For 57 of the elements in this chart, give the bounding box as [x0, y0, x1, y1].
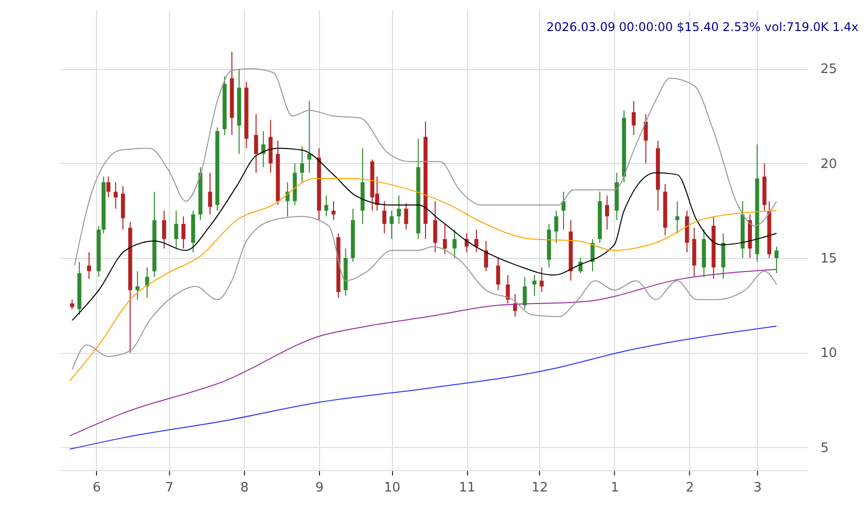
candlestick: [382, 200, 386, 234]
candlestick: [562, 191, 566, 230]
candlestick: [390, 210, 394, 240]
candlestick: [474, 229, 478, 253]
candlestick: [332, 200, 336, 221]
candlestick: [605, 195, 610, 230]
candlestick: [174, 210, 178, 250]
candlestick: [452, 229, 457, 258]
candlestick: [106, 176, 110, 198]
y-tick-label: 15: [820, 251, 838, 266]
candlestick: [632, 100, 636, 136]
candlestick: [135, 270, 140, 300]
candlestick: [484, 240, 488, 272]
line-series: [74, 68, 778, 266]
candlestick: [644, 114, 648, 164]
candlestick: [532, 274, 536, 296]
candlestick: [396, 195, 401, 224]
candlestick: [506, 274, 510, 304]
x-tick-label: 10: [384, 480, 400, 496]
candlestick: [307, 100, 312, 174]
line-series: [69, 268, 778, 436]
x-tick-label: 11: [458, 480, 476, 496]
candlestick: [181, 216, 186, 250]
candlestick: [774, 246, 779, 274]
candlestick: [675, 200, 680, 234]
x-tick-label: 1: [610, 480, 619, 496]
x-tick-label: 7: [165, 480, 174, 496]
line-series: [72, 216, 778, 370]
text: 2026.03.09 00:00:00 $15.40 2.53% vol:719.0K 1.4x: [546, 20, 859, 34]
line-series: [72, 148, 778, 321]
y-tick-label: 10: [820, 346, 838, 362]
x-tick-label: 12: [532, 480, 548, 496]
candlestick: [70, 299, 74, 310]
candlestick: [496, 257, 500, 291]
line-series: [69, 326, 778, 450]
candlestick: [554, 210, 558, 244]
x-tick-label: 3: [754, 480, 762, 496]
x-tick-label: 9: [315, 480, 324, 496]
candlestick: [114, 182, 118, 210]
candlestick: [87, 252, 92, 280]
x-tick-label: 8: [240, 480, 249, 496]
candlestick: [324, 195, 328, 217]
candlestick: [300, 146, 304, 183]
x-tick-label: 6: [92, 480, 101, 496]
line-series: [69, 178, 778, 382]
candlestick: [540, 266, 544, 293]
y-tick-label: 20: [820, 156, 838, 172]
candlestick: [162, 210, 166, 250]
x-tick-label: 2: [686, 480, 694, 496]
candlestick: [404, 202, 408, 230]
candlestick: [522, 276, 527, 310]
candlestick: [254, 114, 258, 174]
candlestick: [208, 172, 212, 215]
candlestick: [442, 223, 447, 255]
y-tick-label: 5: [820, 440, 829, 456]
y-tick-label: 25: [820, 62, 838, 78]
candlestick: [433, 200, 438, 253]
